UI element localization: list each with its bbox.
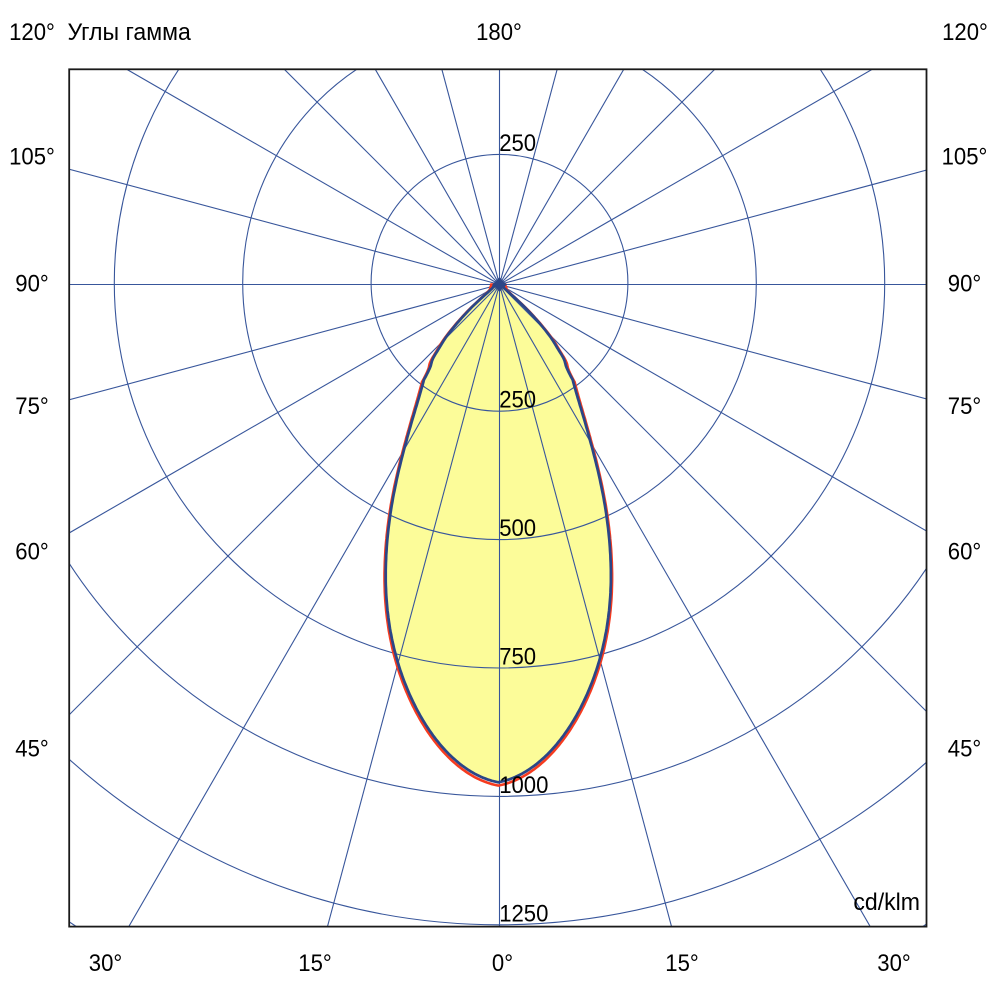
svg-text:90°: 90°: [948, 270, 981, 297]
svg-text:cd/klm: cd/klm: [853, 889, 920, 915]
svg-text:30°: 30°: [89, 949, 122, 976]
svg-text:75°: 75°: [948, 392, 981, 419]
svg-text:250: 250: [499, 129, 536, 156]
svg-text:105°: 105°: [9, 143, 55, 170]
svg-text:250: 250: [499, 386, 536, 413]
svg-text:75°: 75°: [15, 392, 48, 419]
svg-text:Углы гамма: Углы гамма: [68, 19, 192, 45]
svg-text:45°: 45°: [948, 735, 981, 762]
svg-text:105°: 105°: [942, 143, 988, 170]
svg-text:500: 500: [499, 514, 536, 541]
svg-text:60°: 60°: [948, 538, 981, 565]
svg-text:1000: 1000: [499, 771, 548, 798]
svg-text:750: 750: [499, 643, 536, 670]
svg-text:60°: 60°: [15, 538, 48, 565]
svg-text:120°: 120°: [9, 18, 55, 45]
svg-text:15°: 15°: [298, 949, 331, 976]
svg-text:1250: 1250: [499, 900, 548, 927]
svg-text:45°: 45°: [15, 735, 48, 762]
svg-text:0°: 0°: [492, 949, 513, 976]
svg-text:180°: 180°: [476, 18, 522, 45]
svg-text:30°: 30°: [877, 949, 910, 976]
svg-text:15°: 15°: [665, 949, 698, 976]
svg-text:90°: 90°: [15, 270, 48, 297]
svg-text:120°: 120°: [942, 18, 988, 45]
